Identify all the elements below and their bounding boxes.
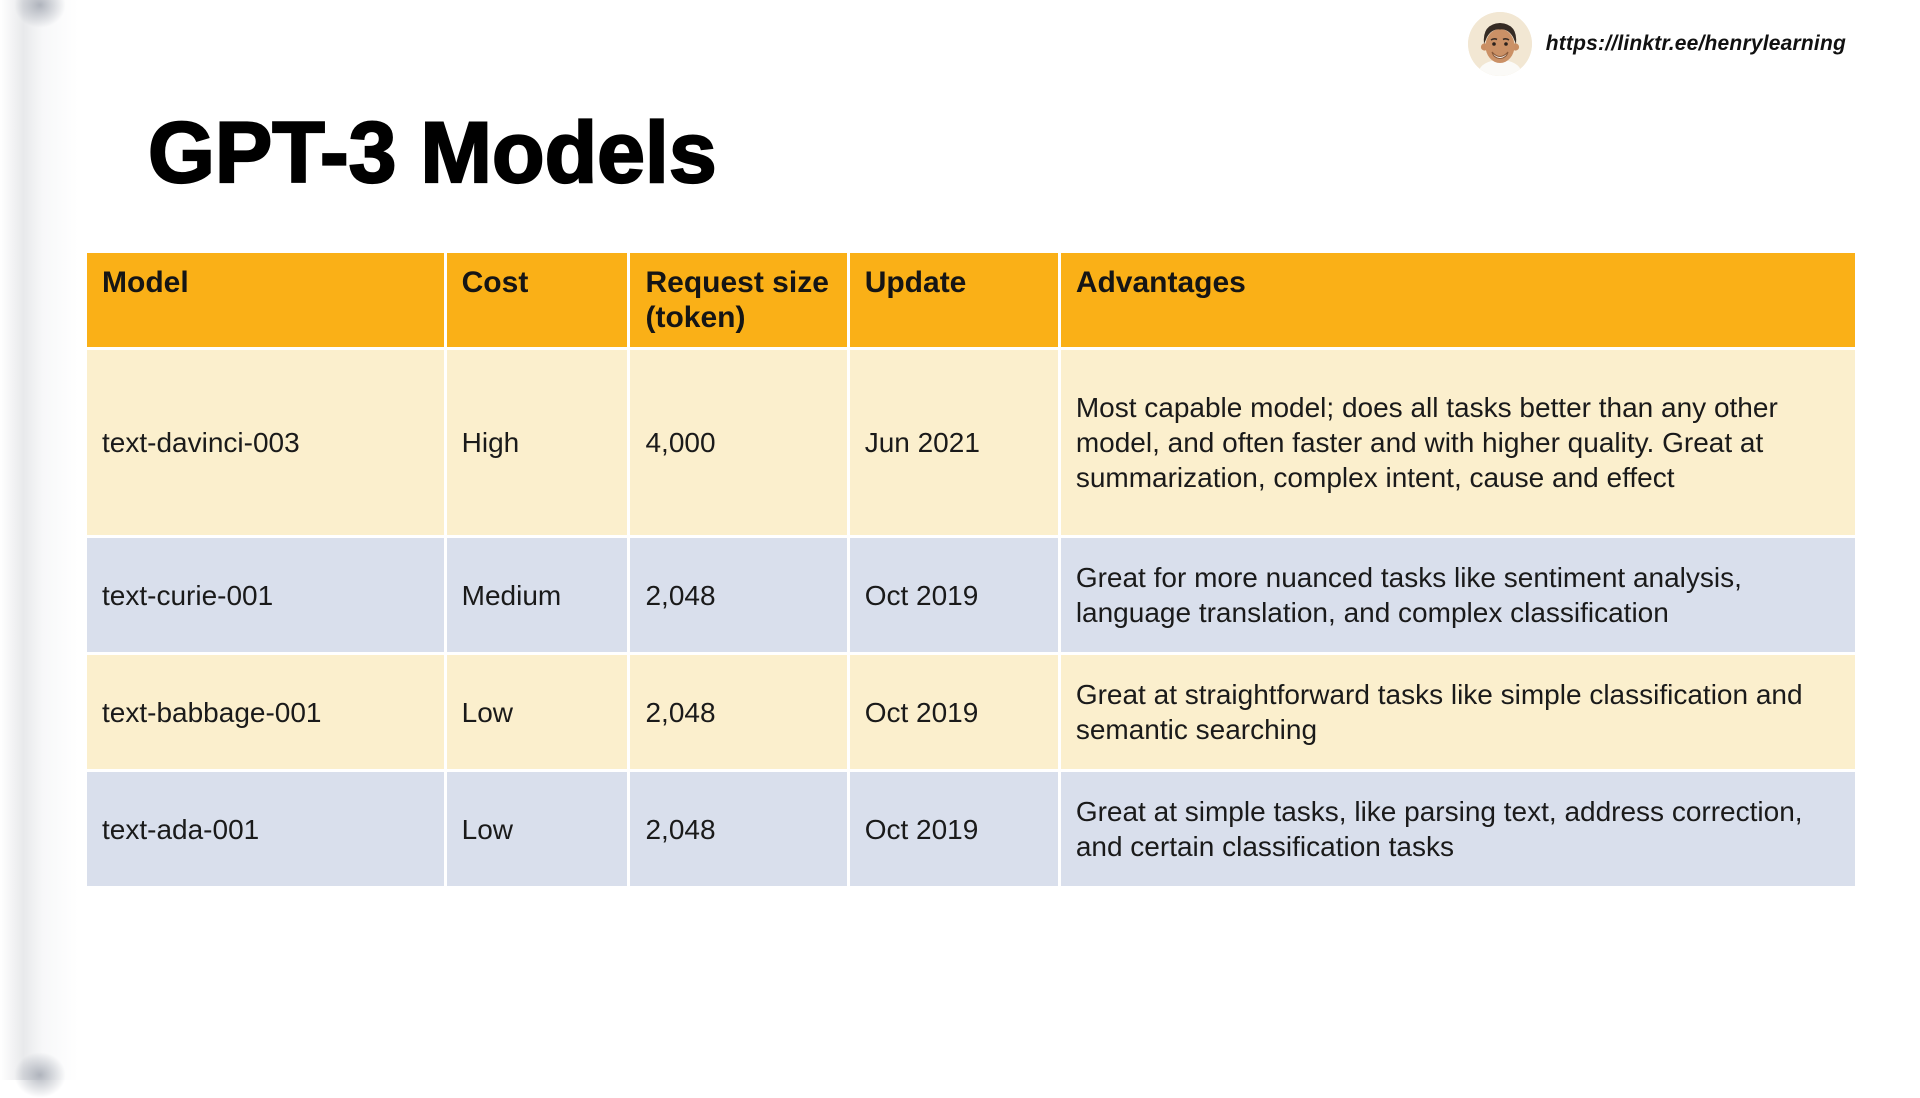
cell-model: text-davinci-003 [87,350,444,535]
column-header-cost: Cost [446,253,628,347]
avatar-face-graphic [1467,12,1532,76]
table-row: text-ada-001 Low 2,048 Oct 2019 Great at… [87,772,1855,886]
cell-update: Oct 2019 [849,655,1058,769]
cell-advantages: Great at simple tasks, like parsing text… [1060,772,1855,886]
column-header-advantages: Advantages [1060,253,1855,347]
cell-cost: High [446,350,628,535]
cell-cost: Medium [446,538,628,652]
cell-advantages: Most capable model; does all tasks bette… [1060,350,1855,535]
profile-block: https://linktr.ee/henrylearning [1467,12,1846,76]
cell-model: text-ada-001 [87,772,444,886]
cell-cost: Low [446,772,628,886]
cell-request-size: 4,000 [630,350,847,535]
cell-request-size: 2,048 [630,772,847,886]
cell-model: text-babbage-001 [87,655,444,769]
table-row: text-curie-001 Medium 2,048 Oct 2019 Gre… [87,538,1855,652]
cell-advantages: Great at straightforward tasks like simp… [1060,655,1855,769]
cell-advantages: Great for more nuanced tasks like sentim… [1060,538,1855,652]
cell-model: text-curie-001 [87,538,444,652]
cell-update: Jun 2021 [849,350,1058,535]
models-table: Model Cost Request size (token) Update A… [84,250,1858,889]
table-row: text-babbage-001 Low 2,048 Oct 2019 Grea… [87,655,1855,769]
profile-link[interactable]: https://linktr.ee/henrylearning [1545,32,1846,55]
avatar [1467,12,1532,76]
cell-update: Oct 2019 [849,538,1058,652]
cell-cost: Low [446,655,628,769]
cell-request-size: 2,048 [630,538,847,652]
table-header-row: Model Cost Request size (token) Update A… [87,253,1855,347]
page-edge-shadow [0,0,78,1098]
page-title: GPT-3 Models [147,104,718,202]
column-header-request-size: Request size (token) [630,253,847,347]
column-header-update: Update [849,253,1058,347]
cell-request-size: 2,048 [630,655,847,769]
table-row: text-davinci-003 High 4,000 Jun 2021 Mos… [87,350,1855,535]
column-header-model: Model [87,253,444,347]
cell-update: Oct 2019 [849,772,1058,886]
